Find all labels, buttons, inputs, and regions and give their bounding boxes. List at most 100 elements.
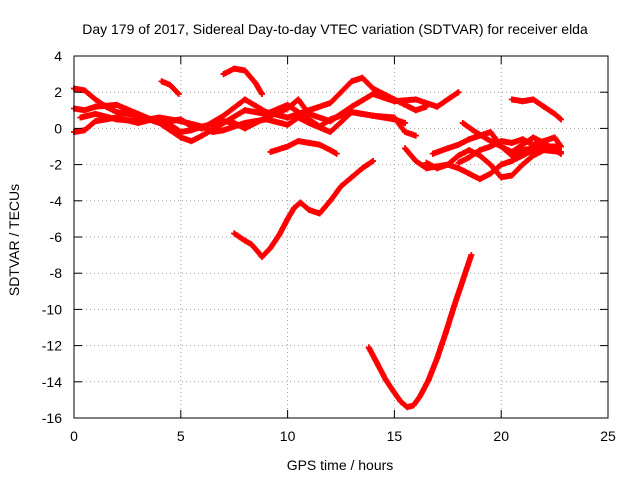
data-point xyxy=(397,398,404,405)
data-point xyxy=(209,129,216,136)
data-point xyxy=(295,96,302,103)
data-point xyxy=(476,147,483,154)
data-point xyxy=(263,116,270,123)
data-point xyxy=(254,248,261,255)
data-point xyxy=(519,136,526,143)
data-point xyxy=(241,96,248,103)
data-point xyxy=(267,244,274,251)
data-point xyxy=(175,91,182,98)
data-point xyxy=(348,103,355,110)
data-point xyxy=(508,172,515,179)
data-point xyxy=(466,147,473,154)
chart-title: Day 179 of 2017, Sidereal Day-to-day VTE… xyxy=(82,21,588,37)
data-point xyxy=(455,165,462,172)
data-point xyxy=(476,176,483,183)
data-point xyxy=(519,147,526,154)
data-point xyxy=(498,143,505,150)
data-point xyxy=(348,78,355,85)
data-point xyxy=(92,118,99,125)
data-point xyxy=(370,85,377,92)
data-point xyxy=(459,277,466,284)
data-point xyxy=(295,114,302,121)
data-point xyxy=(263,109,270,116)
data-point xyxy=(81,107,88,114)
data-point xyxy=(241,107,248,114)
data-point xyxy=(519,152,526,159)
data-point xyxy=(284,105,291,112)
x-tick-label: 10 xyxy=(280,428,296,444)
data-point xyxy=(199,132,206,139)
data-point xyxy=(487,161,494,168)
y-tick-label: 4 xyxy=(54,48,62,64)
data-point xyxy=(177,129,184,136)
data-point xyxy=(284,121,291,128)
data-point xyxy=(451,302,458,309)
data-point xyxy=(305,206,312,213)
data-point xyxy=(327,197,334,204)
data-point xyxy=(404,404,411,411)
x-tick-label: 5 xyxy=(177,428,185,444)
data-point xyxy=(423,165,430,172)
data-point xyxy=(113,109,120,116)
data-point xyxy=(333,150,340,157)
data-points xyxy=(71,65,565,411)
data-point xyxy=(442,329,449,336)
data-point xyxy=(370,157,377,164)
data-point xyxy=(295,138,302,145)
data-point xyxy=(466,170,473,177)
data-point xyxy=(410,402,417,409)
data-point xyxy=(455,159,462,166)
data-point xyxy=(417,393,424,400)
data-point xyxy=(508,157,515,164)
data-point xyxy=(241,125,248,132)
x-tick-label: 25 xyxy=(600,428,616,444)
data-point xyxy=(530,134,537,141)
series-track-e xyxy=(158,78,182,98)
data-point xyxy=(241,237,248,244)
grid xyxy=(74,56,608,418)
data-point xyxy=(220,71,227,78)
x-tick-label: 15 xyxy=(387,428,403,444)
data-point xyxy=(402,129,409,136)
data-point xyxy=(252,80,259,87)
data-point xyxy=(382,376,389,383)
data-point xyxy=(455,152,462,159)
data-point xyxy=(220,112,227,119)
data-point xyxy=(135,118,142,125)
data-point xyxy=(199,123,206,130)
data-point xyxy=(267,148,274,155)
data-point xyxy=(434,103,441,110)
series-track-m xyxy=(508,96,565,123)
data-point xyxy=(348,174,355,181)
data-point xyxy=(519,161,526,168)
data-point xyxy=(258,91,265,98)
data-point xyxy=(530,152,537,159)
data-point xyxy=(429,150,436,157)
data-point xyxy=(508,96,515,103)
data-point xyxy=(359,165,366,172)
data-point xyxy=(92,103,99,110)
y-tick-label: -10 xyxy=(42,301,62,317)
y-tick-label: -8 xyxy=(50,265,63,281)
data-point xyxy=(455,89,462,96)
data-point xyxy=(412,157,419,164)
data-point xyxy=(284,215,291,222)
data-point xyxy=(188,138,195,145)
data-point xyxy=(177,118,184,125)
data-point xyxy=(297,199,304,206)
data-point xyxy=(276,232,283,239)
y-tick-label: 2 xyxy=(54,84,62,100)
series-band-track-o xyxy=(365,252,475,411)
data-point xyxy=(508,139,515,146)
data-point xyxy=(135,110,142,117)
data-point xyxy=(305,139,312,146)
data-point xyxy=(459,119,466,126)
data-point xyxy=(402,119,409,126)
data-point xyxy=(177,134,184,141)
data-point xyxy=(444,145,451,152)
series-track-f xyxy=(220,65,265,98)
data-point xyxy=(551,110,558,117)
data-point xyxy=(487,129,494,136)
data-point xyxy=(455,141,462,148)
data-point xyxy=(519,98,526,105)
